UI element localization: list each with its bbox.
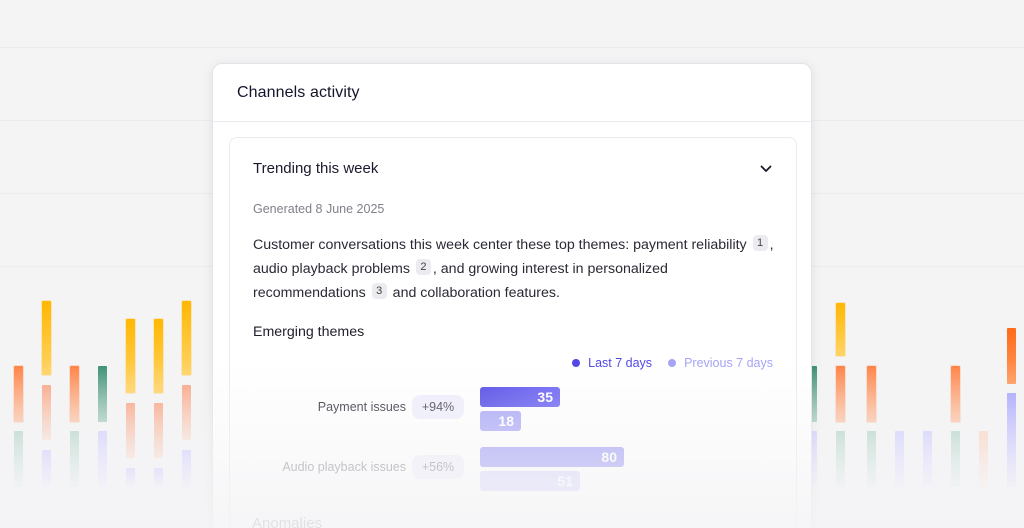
- summary-text: Customer conversations this week center …: [253, 237, 747, 253]
- background-bar: [14, 431, 23, 487]
- background-bar: [836, 431, 845, 487]
- background-bar: [951, 366, 960, 422]
- background-bar: [42, 450, 51, 487]
- background-bar: [836, 303, 845, 356]
- summary-text: , audio playback problems: [253, 237, 774, 277]
- background-bar: [154, 403, 163, 458]
- background-bar: [126, 468, 135, 487]
- legend-item-previous-7-days: Previous 7 days: [668, 356, 773, 370]
- background-bar: [70, 431, 79, 487]
- card-header: Channels activity: [213, 64, 811, 122]
- anomalies-heading: Anomalies: [252, 515, 323, 528]
- summary-text: , and growing interest in personalized r…: [253, 261, 668, 301]
- background-bar: [42, 301, 51, 375]
- change-badge: +56%: [412, 455, 464, 479]
- background-bar: [70, 366, 79, 422]
- background-bar: [98, 431, 107, 487]
- background-bar: [1007, 328, 1016, 384]
- theme-label: Payment issues: [317, 400, 406, 414]
- background-bar: [98, 366, 107, 422]
- trending-header[interactable]: Trending this week: [253, 160, 773, 177]
- chevron-down-icon[interactable]: [759, 162, 773, 176]
- citation-badge[interactable]: 2: [415, 259, 431, 275]
- background-bar: [42, 385, 51, 440]
- background-bar: [895, 431, 904, 487]
- bar-last-7-days: 35: [480, 387, 560, 407]
- bar-last-7-days: 80: [480, 447, 624, 467]
- bar-previous-7-days: 18: [480, 411, 521, 431]
- legend-label: Previous 7 days: [684, 356, 773, 370]
- citation-badge[interactable]: 3: [371, 283, 387, 299]
- channels-activity-card: Channels activity Trending this week Gen…: [212, 63, 812, 528]
- theme-label: Audio playback issues: [282, 460, 406, 474]
- card-title: Channels activity: [237, 83, 360, 101]
- background-bar: [1007, 393, 1016, 487]
- background-bar: [951, 431, 960, 487]
- theme-row-payment-issues: Payment issues +94% 35 18: [230, 387, 798, 437]
- emerging-themes-heading: Emerging themes: [253, 324, 365, 340]
- legend-dot-icon: [668, 359, 677, 367]
- gridline: [0, 47, 1024, 48]
- background-bar: [867, 431, 876, 487]
- background-bar: [182, 385, 191, 440]
- trending-summary: Customer conversations this week center …: [253, 233, 783, 305]
- background-bar: [836, 366, 845, 422]
- background-bar: [154, 319, 163, 393]
- legend-item-last-7-days: Last 7 days: [572, 356, 652, 370]
- change-badge: +94%: [412, 395, 464, 419]
- citation-badge[interactable]: 1: [752, 235, 768, 251]
- background-bar: [979, 431, 988, 487]
- background-bar: [182, 450, 191, 487]
- background-bar: [182, 301, 191, 375]
- summary-text: and collaboration features.: [388, 285, 560, 301]
- chart-legend: Last 7 days Previous 7 days: [572, 356, 773, 370]
- legend-dot-icon: [572, 359, 581, 367]
- background-bar: [126, 403, 135, 458]
- trending-panel: Trending this week Generated 8 June 2025…: [229, 137, 797, 528]
- theme-row-audio-playback-issues: Audio playback issues +56% 80 51: [230, 447, 798, 497]
- legend-label: Last 7 days: [588, 356, 653, 370]
- background-bar: [14, 366, 23, 422]
- bar-previous-7-days: 51: [480, 471, 580, 491]
- background-bar: [923, 431, 932, 487]
- background-bar: [154, 468, 163, 487]
- background-bar: [126, 319, 135, 393]
- background-bar: [867, 366, 876, 422]
- generated-date: Generated 8 June 2025: [253, 202, 385, 216]
- trending-title: Trending this week: [253, 160, 379, 177]
